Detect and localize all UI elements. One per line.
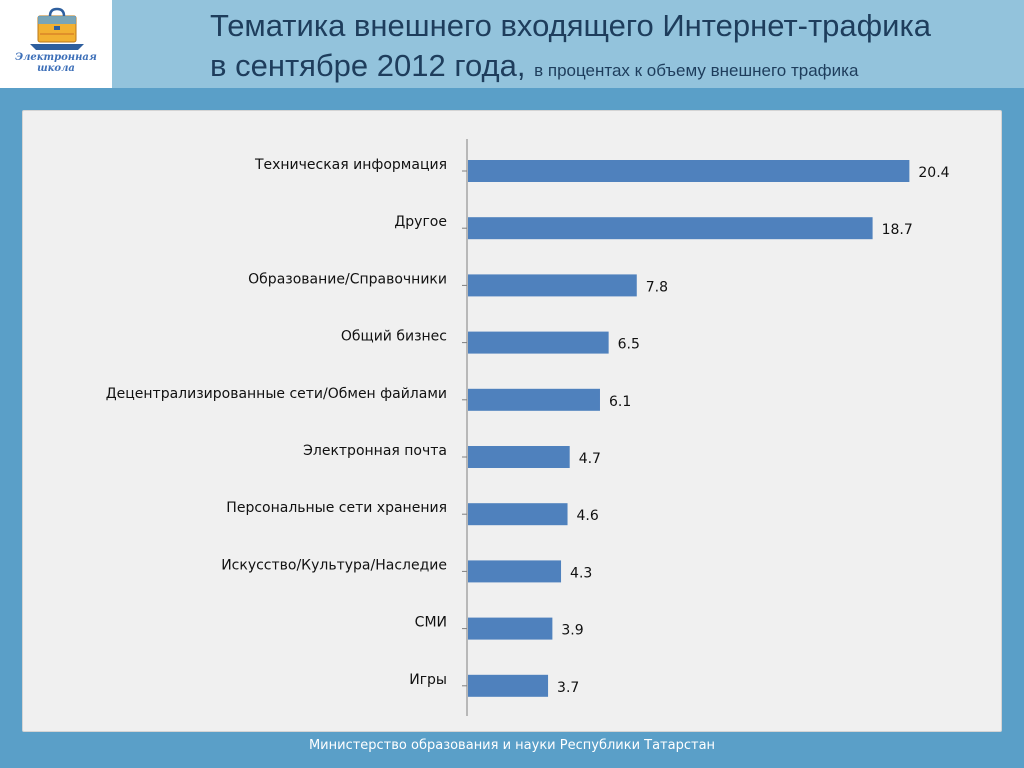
bar-chart: Техническая информация 20.4 Другое 18.7 Обра… — [106, 139, 950, 716]
category-label: Общий бизнес — [341, 329, 447, 345]
data-label: 20.4 — [918, 165, 949, 181]
bar — [468, 617, 553, 640]
bar — [468, 274, 637, 297]
title-line-2-main: в сентябре 2012 года, — [210, 48, 526, 83]
title-subtitle: в процентах к объему внешнего трафика — [534, 61, 859, 80]
briefcase-laptop-icon — [30, 7, 84, 50]
category-label: СМИ — [415, 615, 447, 631]
bar — [468, 446, 570, 468]
category-label: Игры — [409, 672, 447, 688]
data-label: 3.7 — [557, 680, 579, 696]
footer-text: Министерство образования и науки Республ… — [308, 738, 716, 753]
data-label: 4.3 — [570, 565, 592, 581]
data-label: 3.9 — [561, 623, 583, 639]
category-label: Образование/Справочники — [248, 271, 447, 287]
category-label: Техническая информация — [254, 157, 447, 173]
category-label: Персональные сети хранения — [226, 500, 447, 516]
logo: Электронная школа — [0, 0, 112, 88]
data-label: 18.7 — [882, 222, 913, 238]
chart-panel: Техническая информация 20.4 Другое 18.7 Обра… — [22, 110, 1002, 732]
bar — [468, 160, 910, 182]
logo-caption: Электронная школа — [0, 52, 112, 74]
data-label: 4.7 — [579, 451, 601, 467]
bar — [468, 217, 873, 240]
category-label: Другое — [394, 214, 447, 230]
header-band: Электронная школа Тематика внешнего вход… — [0, 0, 1024, 88]
category-label: Децентрализированные сети/Обмен файлами — [106, 386, 447, 402]
data-label: 6.1 — [609, 394, 631, 410]
title-line-2: в сентябре 2012 года, в процентах к объе… — [210, 46, 1010, 91]
data-label: 6.5 — [618, 337, 640, 353]
logo-line-1: Электронная — [15, 52, 97, 63]
title-line-1: Тематика внешнего входящего Интернет-тра… — [210, 8, 931, 43]
bar — [468, 674, 549, 697]
logo-line-2: школа — [37, 63, 75, 74]
category-label: Искусство/Культура/Наследие — [221, 557, 447, 573]
bar — [468, 503, 568, 526]
bar — [468, 388, 600, 411]
bar — [468, 560, 562, 583]
data-label: 4.6 — [577, 508, 599, 524]
page-title: Тематика внешнего входящего Интернет-тра… — [210, 6, 1010, 91]
category-label: Электронная почта — [303, 443, 447, 459]
data-label: 7.8 — [646, 279, 668, 295]
bar — [468, 331, 609, 354]
